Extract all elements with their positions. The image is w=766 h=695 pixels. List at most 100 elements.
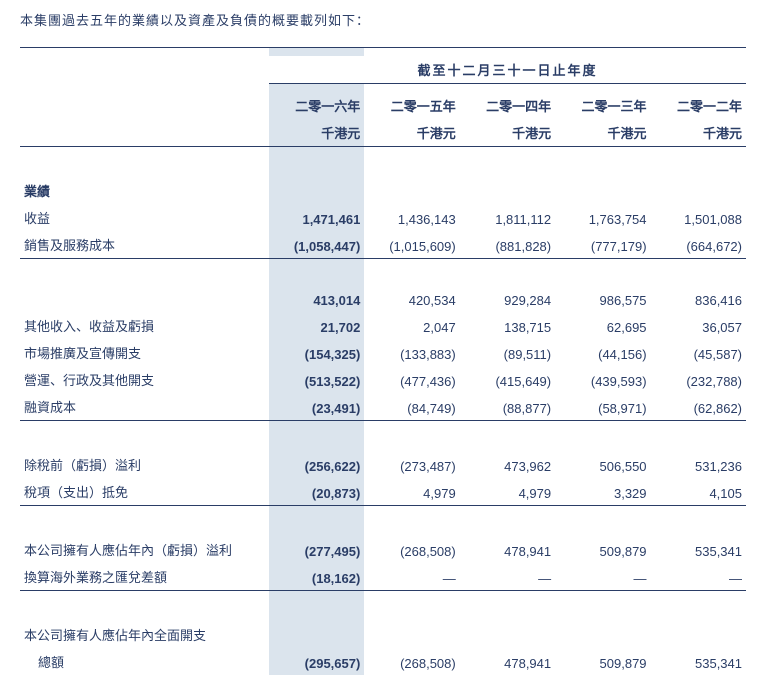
cell: (777,179) [555, 231, 650, 259]
row-gross: 413,014 420,534 929,284 986,575 836,416 [20, 289, 746, 312]
row-fx-difference: 換算海外業務之匯兌差額 (18,162) — — — — [20, 563, 746, 591]
cell: 478,941 [460, 536, 555, 563]
cell: 138,715 [460, 312, 555, 339]
cell: — [364, 563, 459, 591]
row-label: 除稅前（虧損）溢利 [20, 451, 269, 478]
col-2015-year: 二零一五年 [364, 92, 459, 119]
row-tci-total: 總額 (295,657) (268,508) 478,941 509,879 5… [20, 648, 746, 675]
intro-text: 本集團過去五年的業績以及資產及負債的概要載列如下： [20, 10, 746, 29]
row-revenue: 收益 1,471,461 1,436,143 1,811,112 1,763,7… [20, 204, 746, 231]
cell: (268,508) [364, 536, 459, 563]
cell: 929,284 [460, 289, 555, 312]
cell: 3,329 [555, 478, 650, 506]
cell: 2,047 [364, 312, 459, 339]
row-label: 換算海外業務之匯兌差額 [20, 563, 269, 591]
cell: (23,491) [269, 393, 364, 421]
col-2013-year: 二零一三年 [555, 92, 650, 119]
cell: (439,593) [555, 366, 650, 393]
cell: 420,534 [364, 289, 459, 312]
cell: (295,657) [269, 648, 364, 675]
col-2014-unit: 千港元 [460, 119, 555, 147]
row-label: 其他收入、收益及虧損 [20, 312, 269, 339]
cell: (62,862) [651, 393, 746, 421]
row-marketing: 市場推廣及宣傳開支 (154,325) (133,883) (89,511) (… [20, 339, 746, 366]
row-profit-before-tax: 除稅前（虧損）溢利 (256,622) (273,487) 473,962 50… [20, 451, 746, 478]
cell: (133,883) [364, 339, 459, 366]
cell: — [651, 563, 746, 591]
cell: 506,550 [555, 451, 650, 478]
cell: (273,487) [364, 451, 459, 478]
cell: (1,058,447) [269, 231, 364, 259]
cell: 1,471,461 [269, 204, 364, 231]
cell: (232,788) [651, 366, 746, 393]
cell: 473,962 [460, 451, 555, 478]
cell: (881,828) [460, 231, 555, 259]
cell: — [555, 563, 650, 591]
row-label: 市場推廣及宣傳開支 [20, 339, 269, 366]
row-label: 銷售及服務成本 [20, 231, 269, 259]
cell: 986,575 [555, 289, 650, 312]
cell: 21,702 [269, 312, 364, 339]
cell: — [460, 563, 555, 591]
row-tax: 稅項（支出）抵免 (20,873) 4,979 4,979 3,329 4,10… [20, 478, 746, 506]
row-label: 營運、行政及其他開支 [20, 366, 269, 393]
cell: (256,622) [269, 451, 364, 478]
cell: 1,763,754 [555, 204, 650, 231]
row-cogs: 銷售及服務成本 (1,058,447) (1,015,609) (881,828… [20, 231, 746, 259]
cell: 509,879 [555, 648, 650, 675]
cell: 1,436,143 [364, 204, 459, 231]
row-label: 稅項（支出）抵免 [20, 478, 269, 506]
cell: (664,672) [651, 231, 746, 259]
cell: 4,105 [651, 478, 746, 506]
cell: (268,508) [364, 648, 459, 675]
cell: (154,325) [269, 339, 364, 366]
cell: (18,162) [269, 563, 364, 591]
cell: (44,156) [555, 339, 650, 366]
cell: (1,015,609) [364, 231, 459, 259]
row-finance-cost: 融資成本 (23,491) (84,749) (88,877) (58,971)… [20, 393, 746, 421]
cell: (88,877) [460, 393, 555, 421]
col-2014-year: 二零一四年 [460, 92, 555, 119]
cell: 535,341 [651, 536, 746, 563]
col-2015-unit: 千港元 [364, 119, 459, 147]
cell: (277,495) [269, 536, 364, 563]
period-header: 截至十二月三十一日止年度 [269, 56, 746, 84]
cell: (477,436) [364, 366, 459, 393]
page-container: 本集團過去五年的業績以及資產及負債的概要載列如下： 截至十二月三十一日止年度 二… [0, 0, 766, 695]
cell: (513,522) [269, 366, 364, 393]
row-label: 本公司擁有人應佔年內（虧損）溢利 [20, 536, 269, 563]
cell: 62,695 [555, 312, 650, 339]
cell: 4,979 [460, 478, 555, 506]
cell: 535,341 [651, 648, 746, 675]
cell: (20,873) [269, 478, 364, 506]
cell: 509,879 [555, 536, 650, 563]
cell: 1,501,088 [651, 204, 746, 231]
row-attributable-profit: 本公司擁有人應佔年內（虧損）溢利 (277,495) (268,508) 478… [20, 536, 746, 563]
cell: (58,971) [555, 393, 650, 421]
col-2013-unit: 千港元 [555, 119, 650, 147]
cell: 478,941 [460, 648, 555, 675]
row-admin: 營運、行政及其他開支 (513,522) (477,436) (415,649)… [20, 366, 746, 393]
row-other-income: 其他收入、收益及虧損 21,702 2,047 138,715 62,695 3… [20, 312, 746, 339]
cell: (89,511) [460, 339, 555, 366]
row-label: 總額 [20, 648, 269, 675]
col-2016-unit: 千港元 [269, 119, 364, 147]
cell: 531,236 [651, 451, 746, 478]
cell: 836,416 [651, 289, 746, 312]
row-label [20, 289, 269, 312]
row-label: 本公司擁有人應佔年內全面開支 [20, 621, 269, 648]
cell: (84,749) [364, 393, 459, 421]
row-tci-label: 本公司擁有人應佔年內全面開支 [20, 621, 746, 648]
col-2012-year: 二零一二年 [651, 92, 746, 119]
cell: 36,057 [651, 312, 746, 339]
row-label: 融資成本 [20, 393, 269, 421]
financial-summary-table: 截至十二月三十一日止年度 二零一六年 二零一五年 二零一四年 二零一三年 二零一… [20, 47, 746, 675]
cell: 413,014 [269, 289, 364, 312]
cell: 1,811,112 [460, 204, 555, 231]
cell: 4,979 [364, 478, 459, 506]
col-2016-year: 二零一六年 [269, 92, 364, 119]
col-2012-unit: 千港元 [651, 119, 746, 147]
cell: (415,649) [460, 366, 555, 393]
cell: (45,587) [651, 339, 746, 366]
section-results-title: 業績 [20, 177, 269, 204]
